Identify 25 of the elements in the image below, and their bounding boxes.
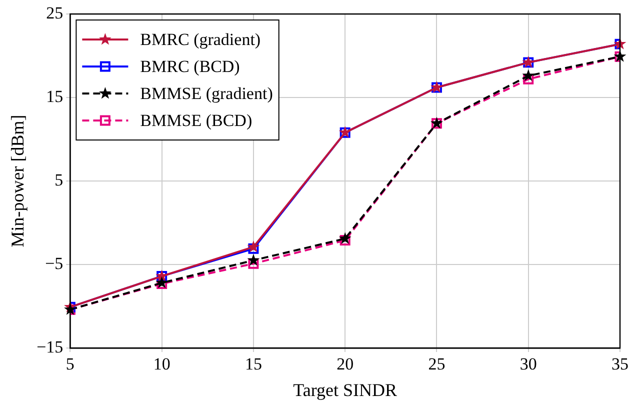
y-tick-label: 15 [46, 86, 64, 106]
legend-label: BMRC (BCD) [140, 56, 240, 76]
point [248, 258, 259, 269]
legend-label: BMMSE (gradient) [140, 84, 273, 103]
point [338, 232, 352, 244]
legend-label: BMRC (gradient) [140, 30, 261, 49]
y-tick-label: 25 [46, 3, 64, 22]
y-tick-label: −5 [45, 254, 64, 273]
y-axis-title: Min-power [dBm] [8, 114, 28, 248]
x-tick-label: 30 [520, 354, 537, 374]
x-tick-label: 10 [153, 354, 170, 374]
point [340, 235, 350, 246]
y-tick-label: −15 [36, 337, 64, 356]
point [522, 69, 535, 82]
y-tick-label: 5 [54, 170, 64, 190]
legend-label: BMMSE (BCD) [140, 110, 252, 130]
point [247, 254, 260, 266]
x-tick-label: 25 [428, 354, 446, 374]
point [247, 240, 260, 252]
x-tick-label: 15 [244, 354, 262, 374]
point [523, 74, 534, 84]
x-axis-title: Target SINDR [293, 380, 398, 400]
x-tick-label: 20 [336, 354, 354, 374]
x-tick-label: 35 [612, 354, 628, 374]
point [248, 243, 259, 254]
